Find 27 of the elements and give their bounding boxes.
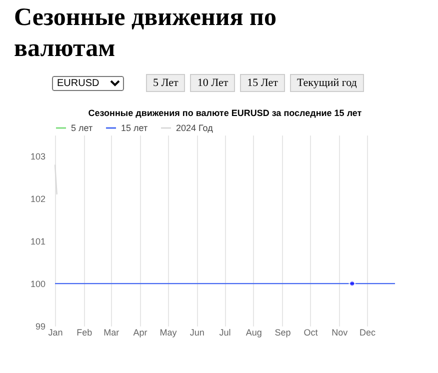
y-tick-label: 101: [30, 236, 46, 247]
y-tick-label: 103: [30, 152, 46, 162]
legend-label: 15 лет: [121, 123, 148, 133]
x-tick-label: Apr: [133, 328, 148, 338]
chart-subtitle: Сезонные движения по валюте EURUSD за последние 15 лет: [88, 108, 362, 118]
text: 10 Лет: [190, 74, 236, 92]
x-tick-label: Aug: [246, 328, 262, 338]
x-tick-label: Nov: [332, 328, 348, 338]
x-tick-label: Sep: [274, 328, 291, 338]
x-tick-label: Jul: [219, 328, 231, 338]
x-tick-label: Jan: [48, 328, 63, 338]
x-tick-label: Mar: [104, 328, 120, 338]
y-tick-label: 100: [30, 279, 46, 290]
text: 15 Лет: [240, 74, 285, 92]
x-tick-label: Jun: [190, 328, 204, 338]
text: EURUSD: [52, 76, 124, 90]
x-tick-label: Feb: [76, 328, 92, 338]
chart-title: Сезонные движения по валютам: [14, 3, 278, 64]
text: Текущий год: [290, 74, 364, 92]
x-tick-label: May: [160, 328, 178, 338]
x-tick-label: Oct: [304, 328, 318, 338]
legend-label: 5 лет: [71, 123, 93, 133]
legend-label: 2024 Год: [176, 123, 214, 133]
x-tick-label: Dec: [360, 328, 376, 338]
y-tick-label: 102: [30, 194, 46, 204]
text: 5 Лет: [146, 74, 186, 92]
y-tick-label: 99: [35, 322, 46, 332]
